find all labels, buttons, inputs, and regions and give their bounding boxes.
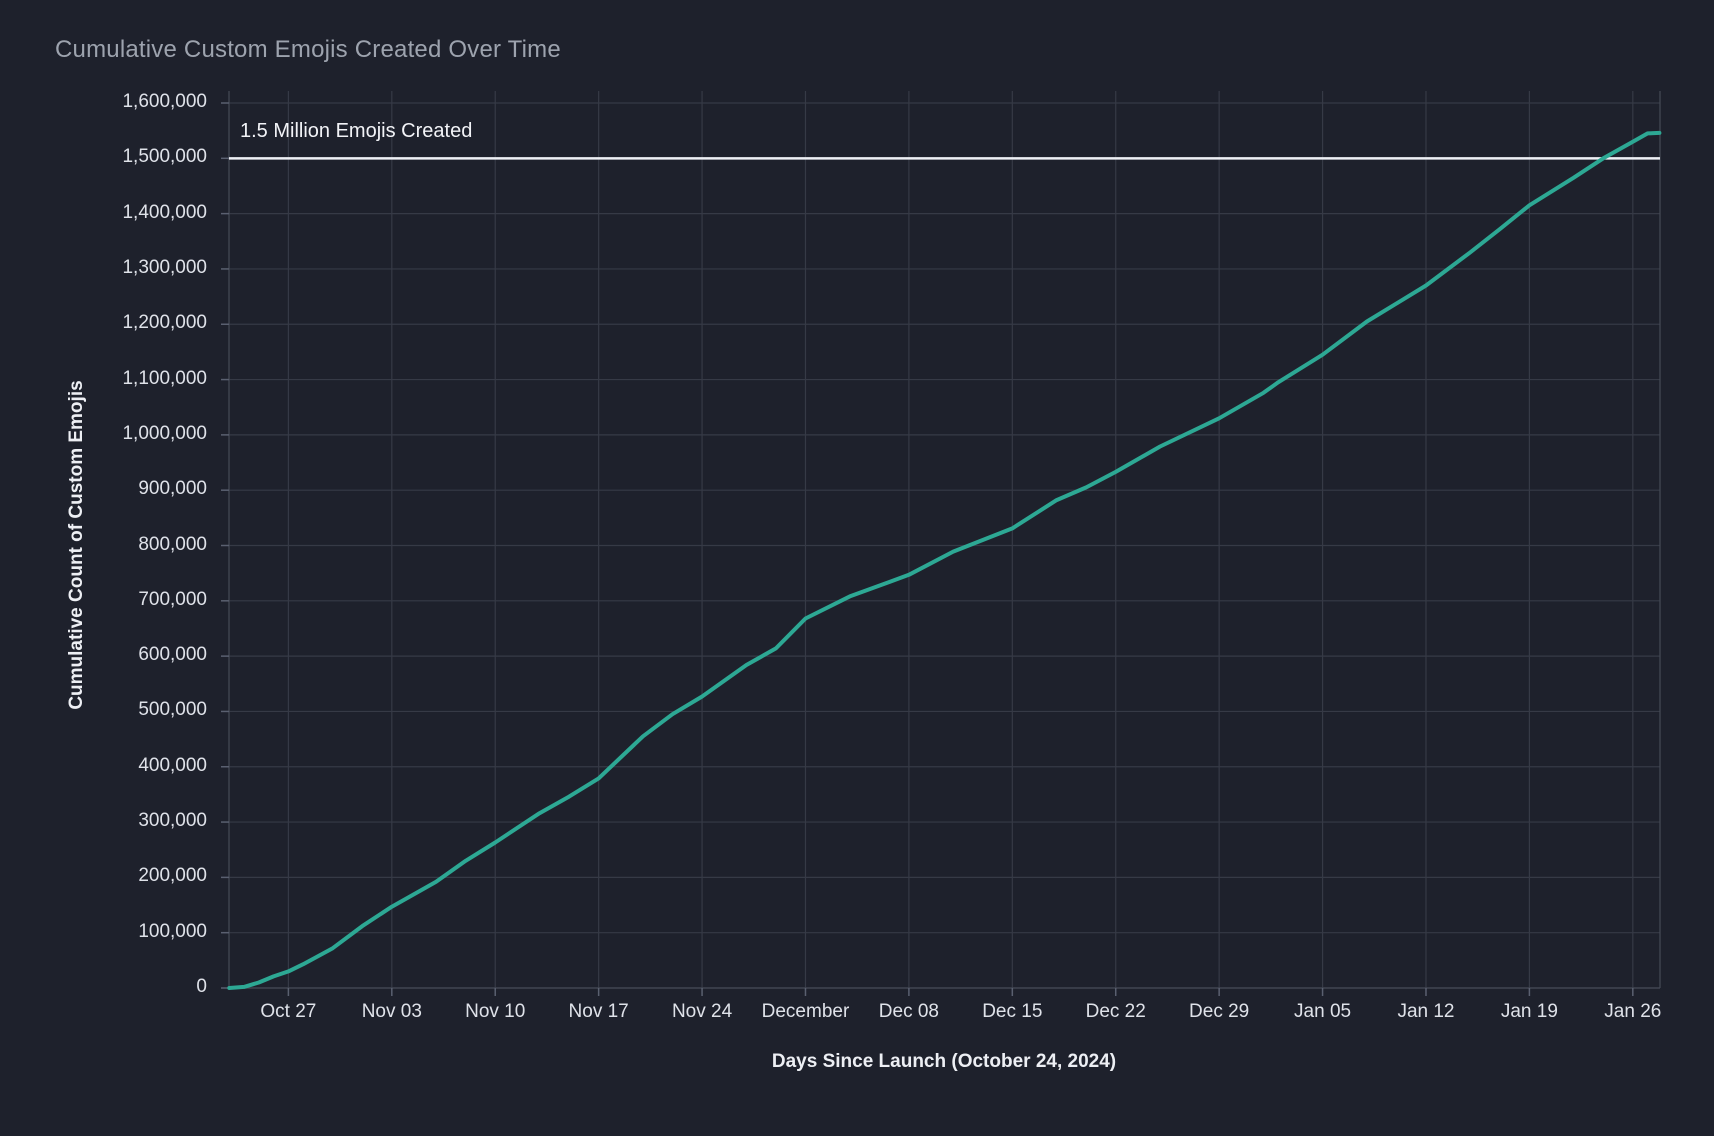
y-tick-label: 1,000,000 <box>122 422 207 444</box>
x-tick-label: Dec 08 <box>878 1001 939 1022</box>
x-tick-label: Dec 29 <box>1189 1001 1250 1022</box>
y-tick-label: 400,000 <box>138 754 207 776</box>
y-tick-label: 100,000 <box>138 920 207 942</box>
x-tick-label: Nov 03 <box>361 1001 422 1022</box>
y-tick-label: 800,000 <box>138 533 207 555</box>
y-tick-label: 1,400,000 <box>122 201 207 223</box>
y-tick-label: 300,000 <box>138 810 207 832</box>
x-tick-label: Jan 12 <box>1397 1001 1455 1022</box>
y-tick-label: 700,000 <box>138 588 207 610</box>
y-tick-label: 500,000 <box>138 699 207 721</box>
x-tick-label: Nov 24 <box>671 1001 733 1022</box>
x-tick-label: Nov 17 <box>568 1001 629 1022</box>
x-tick-label: Dec 15 <box>982 1001 1043 1022</box>
x-tick-label: Jan 05 <box>1294 1001 1352 1022</box>
data-line-cumulative-custom-emojis <box>227 130 1662 990</box>
y-tick-label: 1,300,000 <box>122 256 207 278</box>
y-tick-label: 1,100,000 <box>122 367 207 389</box>
x-tick-label: Dec 22 <box>1085 1001 1146 1022</box>
y-tick-label: 600,000 <box>138 644 207 666</box>
y-axis-title: Cumulative Count of Custom Emojis <box>66 380 87 710</box>
x-tick-label: Nov 10 <box>465 1001 526 1022</box>
y-tick-label: 900,000 <box>138 478 207 500</box>
y-tick-label: 1,200,000 <box>122 312 207 334</box>
y-tick-label: 1,500,000 <box>122 146 207 168</box>
x-tick-label: Oct 27 <box>260 1001 317 1022</box>
x-tick-label: December <box>761 1001 850 1022</box>
x-tick-label: Jan 19 <box>1500 1001 1558 1022</box>
chart-title: Cumulative Custom Emojis Created Over Ti… <box>55 36 561 63</box>
y-tick-label: 0 <box>196 976 207 997</box>
y-tick-label: 1,600,000 <box>122 91 207 112</box>
reference-line-label: 1.5 Million Emojis Created <box>240 120 473 142</box>
y-tick-label: 200,000 <box>138 865 207 887</box>
x-tick-label: Jan 26 <box>1604 1001 1662 1022</box>
x-axis-title: Days Since Launch (October 24, 2024) <box>771 1051 1117 1072</box>
